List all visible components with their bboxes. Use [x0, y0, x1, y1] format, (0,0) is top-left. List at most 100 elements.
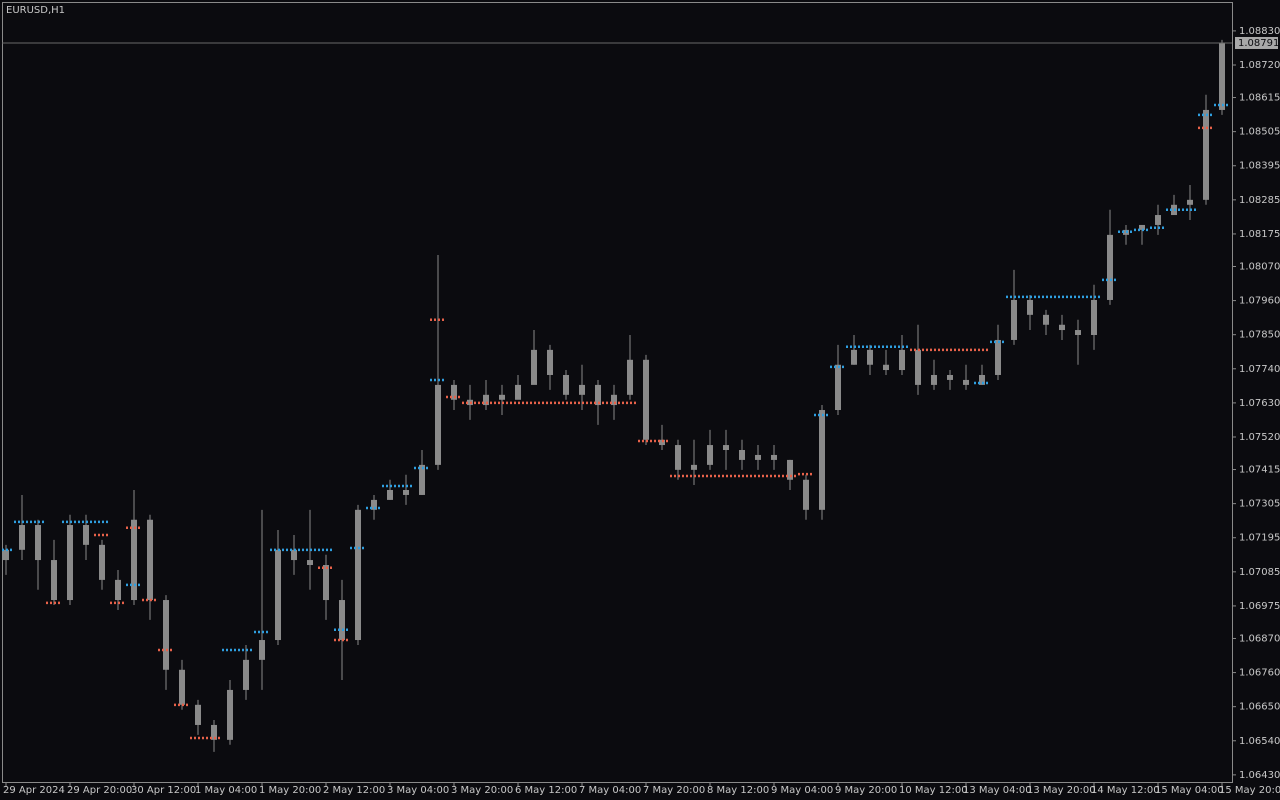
x-tick-label: 7 May 04:00 — [579, 785, 641, 796]
y-tick-label: 1.06975 — [1239, 601, 1280, 612]
candle-body — [739, 450, 745, 460]
candle-body — [851, 349, 857, 365]
x-tick-label: 7 May 20:00 — [643, 785, 705, 796]
candle-body — [371, 499, 377, 510]
chart-title: EURUSD,H1 — [6, 5, 65, 16]
candle-body — [483, 394, 489, 406]
x-tick-label: 6 May 12:00 — [515, 785, 577, 796]
candle-body — [931, 374, 937, 385]
candle-body — [115, 579, 121, 601]
y-tick-label: 1.08615 — [1239, 93, 1280, 104]
candle-body — [691, 464, 697, 470]
candle-body — [899, 349, 905, 371]
candle-body — [211, 724, 217, 740]
x-tick-label: 3 May 04:00 — [387, 785, 449, 796]
candle-body — [403, 489, 409, 495]
candle-body — [675, 445, 681, 470]
candle-body — [419, 464, 425, 495]
candle-body — [131, 519, 137, 601]
y-tick-label: 1.06430 — [1239, 770, 1280, 781]
last-price-box — [1235, 36, 1278, 49]
candle-body — [915, 349, 921, 385]
candle-body — [627, 359, 633, 395]
y-tick-label: 1.07850 — [1239, 330, 1280, 341]
candle-body — [595, 384, 601, 406]
candle-body — [515, 384, 521, 400]
candle-body — [259, 640, 265, 660]
candle-body — [3, 549, 9, 561]
candle-body — [1075, 330, 1081, 335]
candle-body — [323, 565, 329, 601]
x-tick-label: 10 May 12:00 — [899, 785, 968, 796]
candle-body — [99, 544, 105, 580]
candle-body — [611, 394, 617, 406]
candle-body — [1059, 324, 1065, 331]
plot-frame — [2, 2, 1233, 783]
candle-body — [755, 454, 761, 460]
candle-body — [1043, 314, 1049, 325]
x-tick-label: 8 May 12:00 — [707, 785, 769, 796]
candle-body — [547, 349, 553, 375]
x-tick-label: 30 Apr 12:00 — [131, 785, 196, 796]
last-price-label: 1.08791 — [1238, 38, 1279, 49]
candle-body — [1011, 299, 1017, 340]
candle-body — [355, 509, 361, 641]
candle-body — [643, 359, 649, 440]
candle-body — [803, 479, 809, 510]
candle-body — [499, 394, 505, 400]
candle-body — [819, 410, 825, 510]
x-tick-label: 29 Apr 20:00 — [67, 785, 132, 796]
x-tick-label: 9 May 20:00 — [835, 785, 897, 796]
y-tick-label: 1.08720 — [1239, 60, 1280, 71]
y-tick-label: 1.07960 — [1239, 296, 1280, 307]
y-tick-label: 1.08175 — [1239, 229, 1280, 240]
x-tick-label: 13 May 04:00 — [963, 785, 1032, 796]
y-tick-label: 1.06650 — [1239, 702, 1280, 713]
x-tick-label: 3 May 20:00 — [451, 785, 513, 796]
x-tick-label: 13 May 20:00 — [1027, 785, 1096, 796]
candle-body — [35, 525, 41, 561]
candle-body — [163, 600, 169, 670]
candle-body — [307, 560, 313, 566]
candle-body — [435, 384, 441, 465]
candle-body — [147, 519, 153, 601]
candle-body — [1091, 299, 1097, 335]
candle-body — [659, 439, 665, 446]
x-tick-label: 1 May 20:00 — [259, 785, 321, 796]
y-tick-label: 1.08395 — [1239, 161, 1280, 172]
y-tick-label: 1.07195 — [1239, 533, 1280, 544]
y-tick-label: 1.08070 — [1239, 261, 1280, 272]
x-tick-label: 1 May 04:00 — [195, 785, 257, 796]
candle-body — [531, 349, 537, 385]
candle-body — [1027, 299, 1033, 315]
candle-body — [1155, 215, 1161, 225]
x-tick-label: 2 May 12:00 — [323, 785, 385, 796]
candle-body — [291, 549, 297, 561]
candle-body — [451, 384, 457, 400]
candle-body — [771, 454, 777, 460]
candle-body — [947, 374, 953, 380]
candle-body — [979, 374, 985, 385]
candle-body — [83, 525, 89, 545]
y-tick-label: 1.08285 — [1239, 195, 1280, 206]
y-tick-label: 1.06760 — [1239, 668, 1280, 679]
candle-body — [339, 600, 345, 641]
y-tick-label: 1.08830 — [1239, 26, 1280, 37]
candle-body — [67, 525, 73, 601]
candle-body — [723, 445, 729, 451]
x-tick-label: 15 May 20:00 — [1219, 785, 1280, 796]
y-tick-label: 1.07415 — [1239, 465, 1280, 476]
y-tick-label: 1.07085 — [1239, 567, 1280, 578]
candle-body — [1107, 234, 1113, 300]
y-tick-label: 1.06540 — [1239, 736, 1280, 747]
candle-body — [787, 459, 793, 480]
x-tick-label: 15 May 04:00 — [1155, 785, 1224, 796]
candle-body — [243, 659, 249, 690]
candle-body — [195, 704, 201, 725]
candle-body — [995, 339, 1001, 375]
candle-body — [1219, 42, 1225, 110]
candle-body — [179, 669, 185, 705]
candle-body — [579, 384, 585, 395]
